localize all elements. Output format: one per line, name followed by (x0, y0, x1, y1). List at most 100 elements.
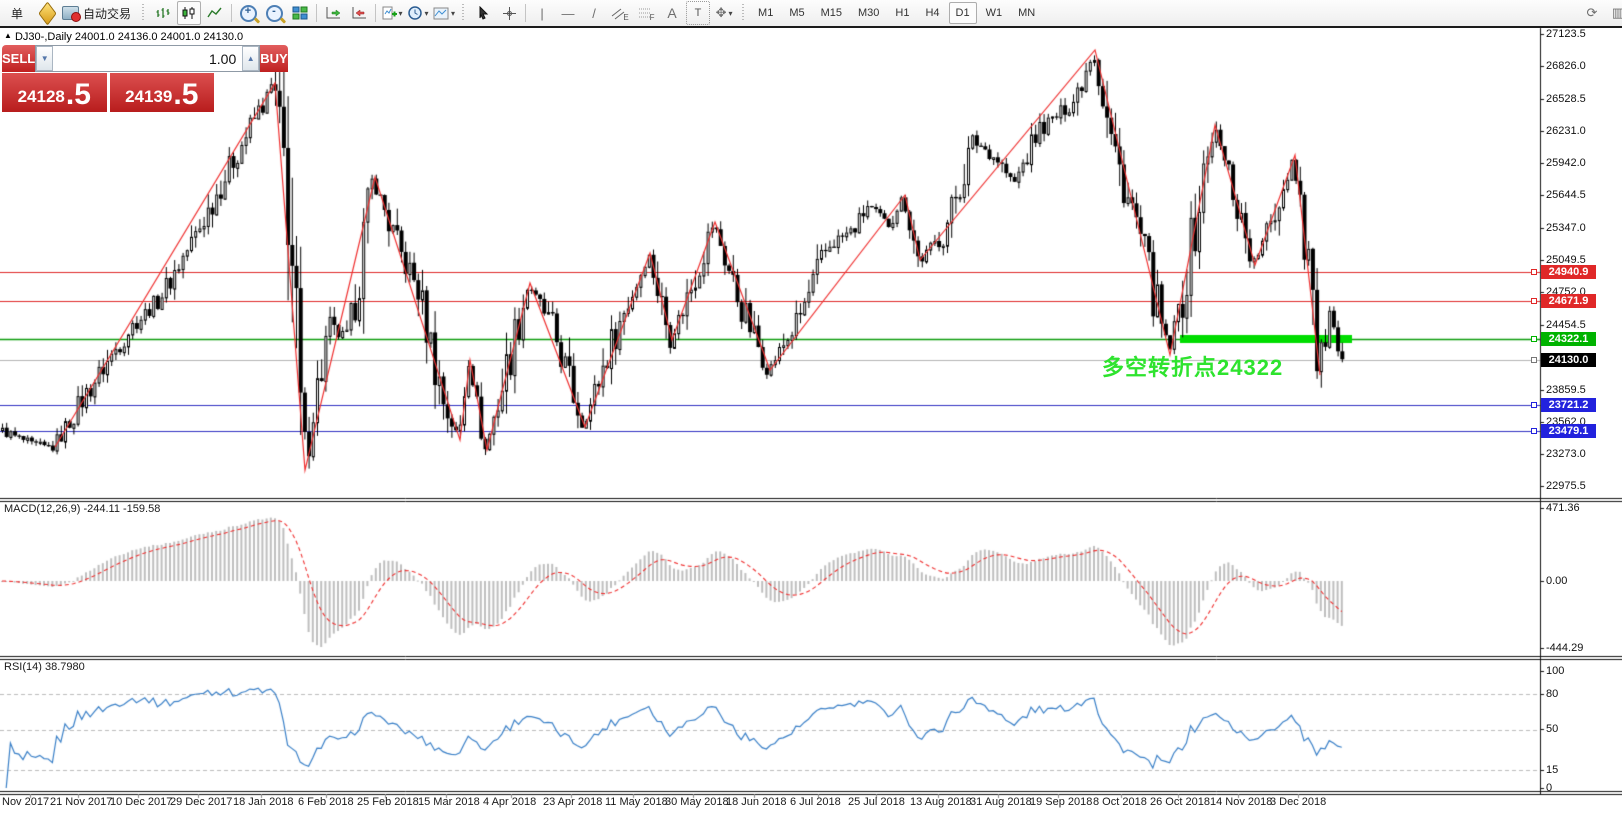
price-line-handle[interactable] (1531, 401, 1537, 408)
cursor-icon (479, 6, 488, 20)
text-label-tool[interactable]: T (686, 1, 711, 25)
volume-increase-button[interactable]: ▲ (242, 46, 260, 71)
candlestick-chart-button[interactable] (177, 1, 202, 25)
indicators-button[interactable]: ▾ (380, 1, 404, 25)
chart-frame-border (0, 26, 1622, 28)
timeframe-button-H1[interactable]: H1 (895, 7, 910, 19)
toolbar-grip[interactable] (460, 4, 468, 22)
line-chart-button[interactable] (203, 1, 227, 25)
cursor-button[interactable] (471, 1, 495, 25)
price-axis-tick: 26231.0 (1546, 125, 1586, 138)
price-axis-tick: 25049.5 (1546, 254, 1586, 266)
zoom-in-button[interactable]: + (236, 1, 260, 25)
timeframe-button-M5[interactable]: M5 (789, 7, 805, 19)
autotrading-button[interactable]: 自动交易 (61, 1, 136, 25)
date-axis-label: 30 May 2018 (665, 796, 729, 808)
text-tool[interactable]: A (667, 5, 677, 21)
tile-windows-button[interactable] (288, 1, 312, 25)
toolbar-separator (525, 4, 527, 22)
price-line-handle[interactable] (1531, 336, 1537, 343)
one-click-trading-panel: SELL ▼ ▲ BUY 24128 .5 24139 .5 (2, 45, 288, 112)
chart-title: ▲ DJ30-,Daily 24001.0 24136.0 24001.0 24… (4, 31, 243, 43)
timeframe-button-M30[interactable]: M30 (858, 7, 880, 19)
toolbar-grip[interactable] (140, 4, 148, 22)
price-line-tag[interactable]: 23479.1 (1541, 424, 1596, 439)
crosshair-button[interactable] (497, 1, 521, 25)
buy-price-main: 24139 (125, 87, 173, 106)
buy-price-box[interactable]: 24139 .5 (109, 73, 214, 112)
dropdown-arrow-icon: ▾ (424, 8, 429, 18)
sell-button[interactable]: SELL (2, 45, 36, 72)
volume-input[interactable] (53, 46, 243, 71)
volume-decrease-button[interactable]: ▼ (36, 46, 54, 71)
price-line-handle[interactable] (1531, 268, 1537, 275)
timeframe-button-MN[interactable]: MN (1018, 7, 1036, 19)
timeframe-button-W1[interactable]: W1 (985, 7, 1003, 19)
toolbar-separator (375, 4, 377, 22)
periods-button[interactable]: ▾ (406, 1, 430, 25)
rsi-axis-tick: 0 (1546, 782, 1553, 794)
fibonacci-tool[interactable]: F (634, 1, 658, 25)
horizontal-line-tool[interactable]: — (561, 5, 575, 21)
dropdown-arrow-icon: ▾ (728, 8, 733, 18)
price-line-tag[interactable]: 23721.2 (1541, 397, 1596, 412)
timeframe-button-D1[interactable]: D1 (948, 2, 977, 24)
price-axis-tick: 26528.5 (1546, 92, 1586, 105)
toolbar-clipped-icon[interactable]: ▥ (1611, 5, 1622, 20)
new-order-button[interactable]: 单 (10, 6, 23, 21)
zoom-out-button[interactable]: - (262, 1, 286, 25)
channel-tool[interactable]: E (608, 1, 632, 25)
price-line-tag[interactable]: 24940.9 (1541, 264, 1596, 279)
dropdown-arrow-icon: ▾ (451, 8, 456, 18)
toolbar-separator (316, 4, 318, 22)
sell-price-box[interactable]: 24128 .5 (2, 73, 107, 112)
template-icon (433, 7, 449, 19)
price-axis-tick: 26826.0 (1546, 60, 1586, 73)
bar-chart-button[interactable] (151, 1, 175, 25)
rsi-axis-tick: 50 (1546, 723, 1559, 735)
price-line-tag[interactable]: 24322.1 (1541, 332, 1596, 347)
price-axis-tick: 25347.0 (1546, 221, 1586, 234)
crosshair-icon (502, 6, 516, 20)
price-axis-tick: 23859.5 (1546, 383, 1586, 396)
tile-windows-icon (292, 6, 308, 20)
date-axis-label: 18 Jan 2018 (233, 796, 294, 808)
date-axis-label: 25 Feb 2018 (357, 796, 419, 808)
timeframe-button-M1[interactable]: M1 (758, 7, 774, 19)
trendline-tool[interactable]: / (592, 5, 596, 21)
vertical-line-tool[interactable]: | (540, 5, 544, 21)
ohlc-values: 24001.0 24136.0 24001.0 24130.0 (74, 31, 244, 43)
buy-button[interactable]: BUY (260, 45, 288, 72)
price-line-handle[interactable] (1531, 428, 1537, 435)
metaquotes-icon[interactable] (35, 0, 59, 26)
date-axis-label: 6 Feb 2018 (298, 796, 354, 808)
pivot-annotation-text[interactable]: 多空转折点24322 (1102, 355, 1284, 380)
toolbar-grip[interactable] (740, 4, 748, 22)
auto-scroll-icon (326, 7, 340, 19)
chart-shift-button[interactable] (347, 1, 371, 25)
channel-icon (612, 8, 625, 19)
autotrading-label: 自动交易 (83, 6, 132, 21)
rsi-axis-tick: 15 (1546, 764, 1559, 776)
timeframe-button-H4[interactable]: H4 (925, 7, 940, 19)
auto-scroll-button[interactable] (321, 1, 345, 25)
gold-diamond-icon (37, 0, 57, 26)
indicators-icon (382, 6, 397, 20)
price-line-tag[interactable]: 24671.9 (1541, 294, 1596, 309)
price-line-handle[interactable] (1531, 298, 1537, 305)
date-axis-label: 11 May 2018 (605, 796, 668, 808)
price-line-tag[interactable]: 24130.0 (1541, 353, 1596, 368)
symbol-period-label: DJ30-,Daily (14, 31, 72, 43)
timeframe-button-M15[interactable]: M15 (820, 7, 842, 19)
arrows-tool[interactable]: ✥ ▾ (712, 1, 736, 25)
price-line-handle[interactable] (1531, 357, 1537, 364)
price-axis-tick: 25942.0 (1546, 156, 1586, 169)
date-axis-label: 23 Apr 2018 (543, 796, 603, 808)
fibonacci-icon (638, 8, 651, 17)
templates-button[interactable]: ▾ (432, 1, 456, 25)
toolbar-extra-icon[interactable]: ⟳ (1586, 5, 1598, 20)
date-axis-label: 25 Jul 2018 (848, 796, 905, 808)
date-axis-label: 18 Jun 2018 (726, 796, 787, 808)
